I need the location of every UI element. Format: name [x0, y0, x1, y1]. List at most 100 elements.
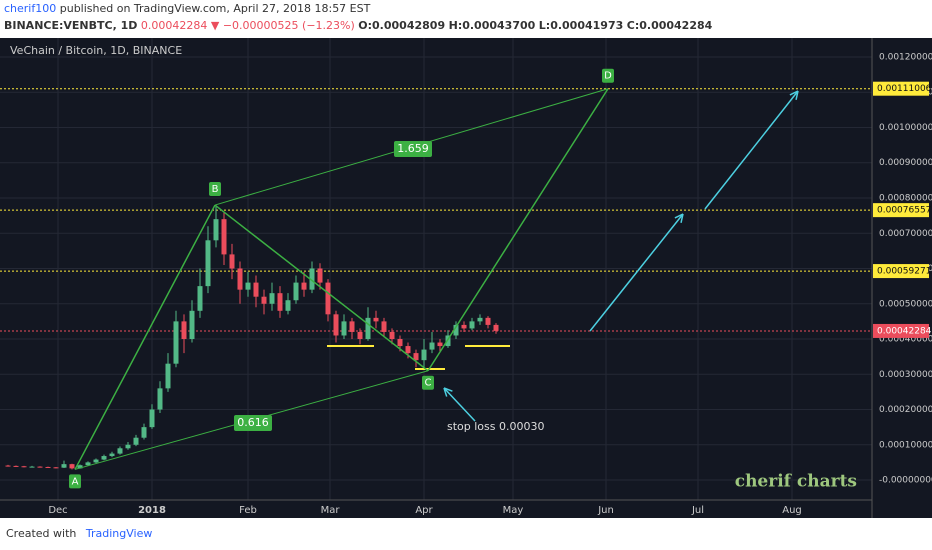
- low: L:0.00041973: [538, 19, 624, 32]
- level-label-box: [873, 264, 929, 279]
- x-tick-label: 2018: [138, 505, 166, 516]
- candle-body: [397, 339, 403, 347]
- published: published on TradingView.com, April 27, …: [59, 2, 371, 15]
- candle-body: [141, 427, 147, 438]
- candle-body: [285, 300, 291, 311]
- candle-body: [301, 282, 307, 290]
- candle-body: [29, 466, 35, 468]
- level-label-box: [873, 203, 929, 218]
- candle-body: [477, 317, 483, 322]
- author[interactable]: cherif100: [4, 2, 57, 15]
- quote-line: BINANCE:VENBTC, 1D 0.00042284 ▼ −0.00000…: [4, 17, 932, 34]
- candle-body: [325, 282, 331, 315]
- ratio-label: 1.659: [397, 142, 429, 155]
- y-tick-label: 0.00090000: [879, 158, 932, 168]
- pattern-line: [427, 88, 609, 372]
- candle-body: [429, 342, 435, 350]
- chart: VeChain / Bitcoin, 1D, BINANCE cherif ch…: [0, 38, 932, 518]
- candle-body: [213, 219, 219, 241]
- candle-body: [293, 282, 299, 301]
- x-tick-label: Feb: [239, 505, 257, 516]
- point-label-box: [69, 474, 81, 489]
- legend: VeChain / Bitcoin, 1D, BINANCE: [10, 44, 182, 57]
- candle-body: [149, 409, 155, 428]
- candle-body: [221, 219, 227, 255]
- candle-body: [53, 467, 59, 469]
- candle-body: [341, 321, 347, 336]
- level-label: 0.00042284: [877, 326, 932, 336]
- publish-line: cherif100 published on TradingView.com, …: [4, 0, 932, 17]
- pattern-line: [214, 204, 429, 372]
- candle-body: [253, 282, 259, 297]
- candle-body: [69, 464, 75, 469]
- open: O:0.00042809: [358, 19, 446, 32]
- arrow: [443, 387, 476, 422]
- candle-body: [229, 254, 235, 269]
- candle-body: [245, 282, 251, 290]
- candle-body: [485, 317, 491, 325]
- ratio-label: 0.616: [237, 416, 269, 429]
- point-label: A: [72, 476, 79, 487]
- y-tick-label: 0.00020000: [879, 405, 932, 415]
- candle-body: [277, 293, 283, 311]
- candle-body: [421, 349, 427, 361]
- symbol: BINANCE:VENBTC, 1D: [4, 19, 138, 32]
- y-tick-label: 0.00040000: [879, 335, 932, 345]
- candle-body: [133, 437, 139, 445]
- arrow-head: [443, 387, 448, 397]
- y-tick-label: -0.00000000: [879, 476, 932, 486]
- arrow: [589, 213, 684, 332]
- candle-body: [5, 465, 11, 467]
- y-tick-label: 0.00100000: [879, 123, 932, 133]
- candle-body: [77, 465, 83, 469]
- candle-body: [37, 466, 43, 468]
- x-tick-label: Jul: [691, 505, 704, 516]
- candle-body: [333, 314, 339, 336]
- candle-body: [357, 331, 363, 340]
- stop-loss-note: stop loss 0.00030: [447, 420, 545, 433]
- arrow-head: [443, 387, 453, 392]
- level-label: 0.00059271: [877, 267, 931, 277]
- x-tick-label: Aug: [782, 505, 802, 516]
- candle-body: [405, 346, 411, 354]
- arrow-head: [795, 90, 799, 100]
- level-label: 0.00076557: [877, 206, 931, 216]
- pattern-line: [74, 204, 216, 470]
- x-tick-label: May: [503, 505, 524, 516]
- point-label-box: [209, 182, 221, 197]
- candle-body: [157, 388, 163, 410]
- candle-body: [21, 466, 27, 468]
- y-tick-label: 0.00010000: [879, 440, 932, 450]
- candle-body: [61, 464, 67, 468]
- candle-body: [45, 466, 51, 468]
- y-tick-label: 0.00050000: [879, 299, 932, 309]
- x-tick-label: Jun: [597, 505, 614, 516]
- candle-body: [125, 444, 131, 449]
- candle-body: [389, 331, 395, 340]
- close: C:0.00042284: [626, 19, 713, 32]
- point-label: B: [212, 184, 219, 195]
- arrow-head: [674, 213, 684, 219]
- candle-body: [437, 342, 443, 347]
- created: Created with: [6, 527, 77, 540]
- candle-body: [101, 456, 107, 460]
- watermark: cherif charts: [735, 472, 857, 492]
- candle-body: [269, 293, 275, 304]
- candle-body: [189, 310, 195, 340]
- level-label-box: [873, 81, 929, 96]
- x-tick-label: Dec: [48, 505, 67, 516]
- brand[interactable]: TradingView: [85, 527, 153, 540]
- high: H:0.00043700: [448, 19, 536, 32]
- y-tick-label: 0.00030000: [879, 370, 932, 380]
- candle-body: [117, 448, 123, 454]
- candle-body: [85, 462, 91, 466]
- candle-body: [173, 321, 179, 364]
- candle-body: [373, 317, 379, 322]
- point-label-box: [602, 68, 614, 83]
- candle-body: [181, 321, 187, 340]
- candle-body: [109, 453, 115, 457]
- y-tick-label: 0.00070000: [879, 229, 932, 239]
- candle-body: [381, 321, 387, 332]
- point-label: D: [604, 71, 612, 82]
